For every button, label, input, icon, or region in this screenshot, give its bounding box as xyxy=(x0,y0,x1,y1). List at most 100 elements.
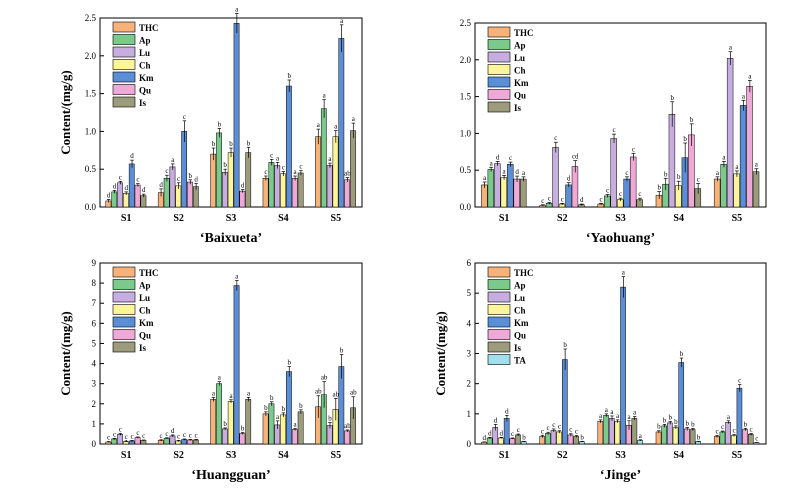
significance-letter: c xyxy=(575,428,578,436)
bar-km-s2 xyxy=(181,439,188,445)
legend-label-is: Is xyxy=(139,98,147,108)
bar-lu-s2 xyxy=(550,430,557,445)
significance-letter: d xyxy=(142,186,146,194)
bar-is-s5 xyxy=(350,130,356,208)
bar-ap-s1 xyxy=(486,437,493,445)
legend-swatch-thc xyxy=(112,21,136,33)
significance-letter: a xyxy=(716,169,720,177)
significance-letter: c xyxy=(721,423,724,431)
significance-letter: c xyxy=(697,175,700,183)
significance-letter: b xyxy=(282,405,286,413)
y-tick-label: 2.0 xyxy=(460,55,472,65)
panel-title: ‘Baixueta’ xyxy=(200,231,262,246)
y-tick-label: 2.0 xyxy=(85,51,97,61)
significance-letter: a xyxy=(294,421,298,429)
significance-letter: c xyxy=(165,167,168,175)
bar-qu-s4 xyxy=(684,428,690,445)
bar-qu-s1 xyxy=(134,184,141,208)
y-tick-label: 2 xyxy=(467,379,472,389)
significance-letter: c xyxy=(189,431,192,439)
significance-letter: c xyxy=(738,377,741,385)
significance-letter: a xyxy=(622,269,626,277)
significance-letter: a xyxy=(276,413,280,421)
bar-ap-s3 xyxy=(604,195,611,208)
legend-label-ch: Ch xyxy=(139,61,151,71)
x-tick-label-s3: S3 xyxy=(615,213,626,224)
significance-letter: b xyxy=(241,425,245,433)
bar-lu-s1 xyxy=(494,163,501,208)
significance-letter: a xyxy=(610,408,614,416)
significance-letter: c xyxy=(136,429,139,437)
bar-ap-s2 xyxy=(545,433,551,445)
legend-swatch-ap xyxy=(112,279,136,290)
bar-qu-s1 xyxy=(509,438,516,445)
y-tick-label: 9 xyxy=(92,258,97,268)
bar-km-s3 xyxy=(233,23,240,208)
bar-ap-s4 xyxy=(268,162,275,208)
bar-ap-s2 xyxy=(163,178,170,208)
bar-ch-s5 xyxy=(730,435,737,445)
significance-letter: b xyxy=(247,139,251,147)
significance-letter: b xyxy=(340,347,344,355)
bar-ap-s3 xyxy=(216,383,222,445)
legend-swatch-is xyxy=(112,96,136,108)
y-tick-label: 1 xyxy=(92,419,97,429)
x-tick-label-s1: S1 xyxy=(499,450,510,461)
significance-letter: d xyxy=(194,176,198,184)
significance-letter: c xyxy=(561,195,564,203)
bar-qu-s3 xyxy=(239,190,246,208)
y-tick-label: 0 xyxy=(92,439,97,449)
bar-thc-s1 xyxy=(481,184,488,208)
chart-panel-baixueta: 0.0 0.5 1.0 1.5 2.0 2.5 Content/(mg/g) S1 S2 S3 S4… xyxy=(58,5,363,246)
significance-letter: b xyxy=(212,140,216,148)
bar-ap-s5 xyxy=(719,431,726,445)
bar-qu-s3 xyxy=(629,156,637,208)
bar-is-s1 xyxy=(140,440,147,445)
significance-letter: c xyxy=(625,169,628,177)
x-tick-label-s4: S4 xyxy=(278,213,289,224)
bar-qu-s2 xyxy=(187,181,193,208)
y-tick-label: 1 xyxy=(467,409,472,419)
bar-qu-s5 xyxy=(742,429,748,445)
legend-label-thc: THC xyxy=(139,268,159,278)
legend-swatch-km xyxy=(112,71,136,83)
x-tick-label-s1: S1 xyxy=(121,450,132,461)
significance-letter: b xyxy=(223,420,227,428)
legend-label-is: Is xyxy=(514,343,522,353)
significance-letter: c xyxy=(552,421,555,429)
significance-letter: a xyxy=(317,121,321,129)
bar-lu-s5 xyxy=(326,165,333,208)
x-tick-label-s5: S5 xyxy=(331,213,342,224)
bar-ch-s1 xyxy=(123,193,129,208)
y-tick-label: 2 xyxy=(92,399,97,409)
significance-letter: b xyxy=(657,423,661,431)
bar-is-s2 xyxy=(192,186,199,208)
significance-letter: d xyxy=(159,181,163,189)
significance-letter: a xyxy=(490,159,494,167)
significance-letter: c xyxy=(107,434,110,442)
significance-letter: a xyxy=(627,413,631,421)
bar-qu-s3 xyxy=(239,433,246,445)
x-tick-label-s5: S5 xyxy=(331,450,342,461)
bar-is-s1 xyxy=(140,195,147,208)
legend-label-ap: Ap xyxy=(139,281,151,291)
significance-letter: b xyxy=(674,418,678,426)
bar-km-s4 xyxy=(678,362,685,445)
bar-ch-s4 xyxy=(280,414,286,445)
x-tick-label-s4: S4 xyxy=(673,450,684,461)
bar-ap-s3 xyxy=(216,132,222,208)
bar-km-s5 xyxy=(736,387,743,445)
legend-label-thc: THC xyxy=(139,23,159,33)
legend-swatch-ap xyxy=(487,279,511,290)
significance-letter: c xyxy=(183,431,186,439)
significance-letter: b xyxy=(657,184,661,192)
y-tick-label: 6 xyxy=(92,318,97,328)
significance-letter: a xyxy=(503,167,507,175)
significance-letter: b xyxy=(663,416,667,424)
y-tick-label: 1.5 xyxy=(85,89,97,99)
y-tick-label: 5 xyxy=(467,288,472,298)
bar-is-s5 xyxy=(747,434,754,445)
significance-letter: c xyxy=(606,186,609,194)
bar-is-s1 xyxy=(520,178,527,208)
